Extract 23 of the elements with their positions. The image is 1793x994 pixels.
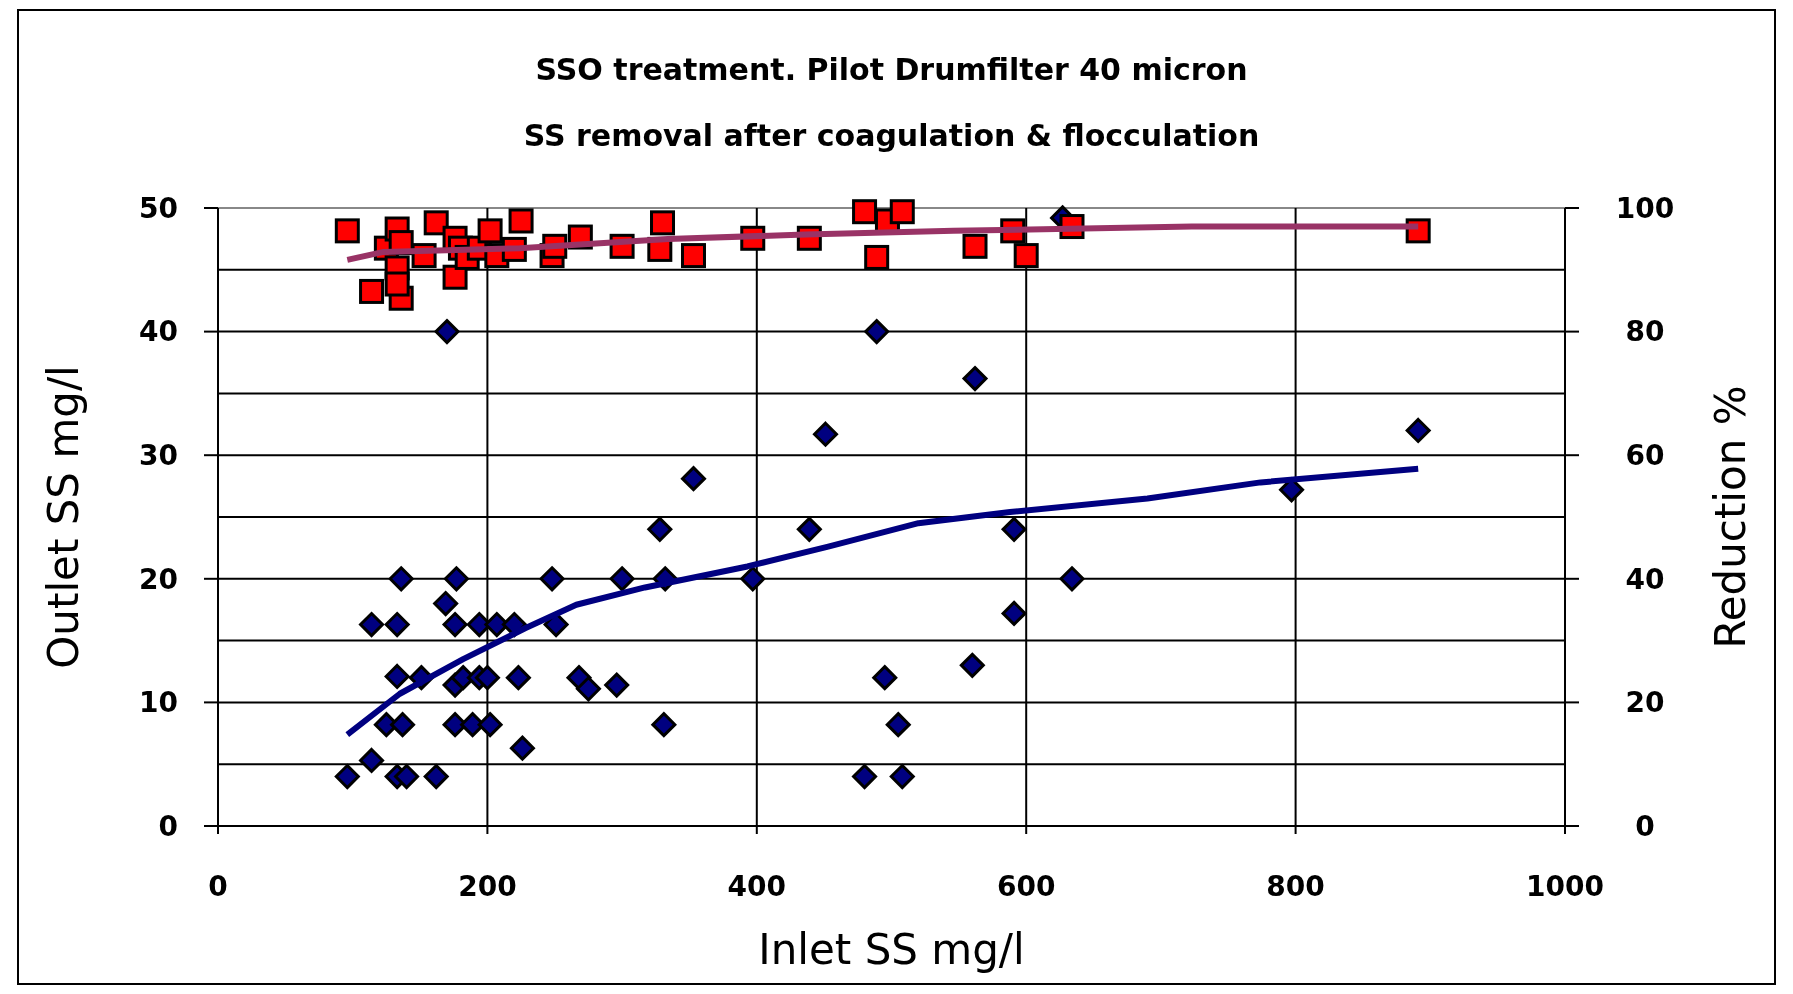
y-tick-label: 20	[139, 562, 178, 596]
x-axis-title: Inlet SS mg/l	[758, 925, 1025, 974]
x-tick-label: 600	[996, 870, 1056, 903]
x-tick-label: 400	[727, 870, 787, 903]
y-tick-label: 30	[139, 439, 178, 472]
x-tick-label: 200	[458, 870, 517, 903]
y2-axis-title: Reduction %	[1706, 385, 1755, 649]
y2-tick-label: 0	[1635, 809, 1655, 843]
y2-tick-label: 80	[1625, 315, 1665, 349]
chart-subtitle: SS removal after coagulation & flocculation	[523, 118, 1260, 153]
x-tick-label: 800	[1266, 870, 1325, 903]
x-tick-label: 1000	[1526, 870, 1604, 903]
y2-tick-label: 40	[1625, 562, 1665, 596]
y-tick-label: 50	[139, 191, 178, 225]
y-axis-title: Outlet SS mg/l	[39, 365, 88, 669]
y2-tick-label: 20	[1625, 686, 1665, 720]
y-tick-label: 10	[139, 686, 178, 720]
x-tick-label: 0	[208, 870, 228, 903]
chart-title: SSO treatment. Pilot Drumfilter 40 micron	[535, 52, 1248, 87]
y2-tick-label: 60	[1625, 439, 1665, 472]
y-tick-label: 40	[139, 315, 178, 349]
y-tick-label: 0	[158, 809, 178, 843]
y2-tick-label: 100	[1615, 191, 1675, 225]
